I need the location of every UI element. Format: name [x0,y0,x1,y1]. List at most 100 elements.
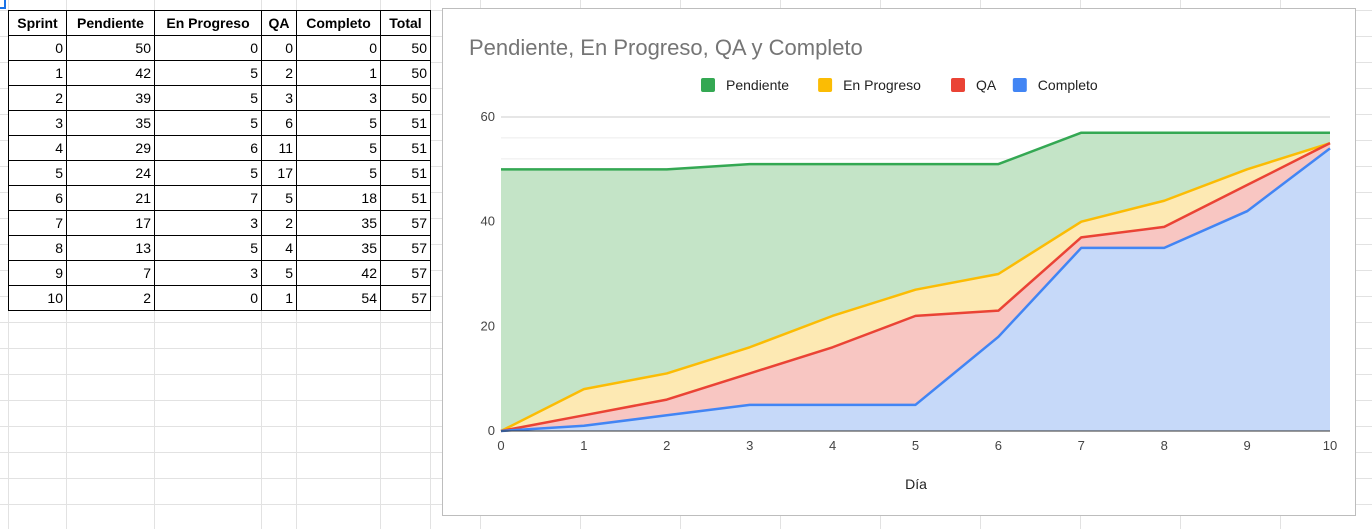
table-cell[interactable]: 17 [66,210,155,236]
table-cell[interactable]: 29 [66,135,155,161]
table-cell[interactable]: 51 [380,160,431,186]
x-tick-label: 1 [580,438,587,453]
table-cell[interactable]: 17 [261,160,297,186]
table-cell[interactable]: 3 [296,85,381,111]
y-tick-label: 40 [481,214,495,229]
table-cell[interactable]: 0 [154,35,262,61]
table-cell[interactable]: 6 [8,185,67,211]
table-cell[interactable]: 35 [66,110,155,136]
table-cell[interactable]: 0 [296,35,381,61]
table-cell[interactable]: 51 [380,110,431,136]
area-completo [501,148,1330,431]
column-header[interactable]: En Progreso [154,10,262,36]
y-tick-label: 60 [481,109,495,124]
table-cell[interactable]: 3 [261,85,297,111]
table-cell[interactable]: 5 [296,135,381,161]
y-tick-label: 0 [488,423,495,438]
x-axis-title: Día [905,476,927,492]
table-cell[interactable]: 0 [154,285,262,311]
table-cell[interactable]: 57 [380,210,431,236]
table-cell[interactable]: 5 [296,160,381,186]
table-cell[interactable]: 3 [8,110,67,136]
table-cell[interactable]: 5 [154,160,262,186]
line-pendiente [501,131,1330,171]
table-cell[interactable]: 4 [8,135,67,161]
table-cell[interactable]: 5 [154,110,262,136]
table-cell[interactable]: 5 [261,260,297,286]
table-cell[interactable]: 39 [66,85,155,111]
x-tick-label: 7 [1078,438,1085,453]
chart-card[interactable]: Pendiente, En Progreso, QA y Completo Pe… [442,8,1356,516]
column-header[interactable]: QA [261,10,297,36]
table-cell[interactable]: 50 [66,35,155,61]
table-cell[interactable]: 6 [154,135,262,161]
table-header-row: Sprint Pendiente En Progreso QA Completo Tota… [8,10,431,36]
table-cell[interactable]: 2 [261,210,297,236]
column-header[interactable]: Pendiente [66,10,155,36]
table-cell[interactable]: 7 [66,260,155,286]
table-cell[interactable]: 1 [8,60,67,86]
table-cell[interactable]: 9 [8,260,67,286]
table-cell[interactable]: 3 [154,210,262,236]
table-cell[interactable]: 21 [66,185,155,211]
table-cell[interactable]: 51 [380,135,431,161]
table-cell[interactable]: 5 [154,85,262,111]
table-cell[interactable]: 57 [380,285,431,311]
column-header[interactable]: Completo [296,10,381,36]
x-tick-label: 6 [995,438,1002,453]
series-lines [500,131,1331,433]
legend-label: Completo [1038,77,1098,93]
table-cell[interactable]: 50 [380,60,431,86]
table-cell[interactable]: 13 [66,235,155,261]
area-qa [501,143,1330,431]
table-cell[interactable]: 7 [154,185,262,211]
table-cell[interactable]: 5 [154,235,262,261]
column-header[interactable]: Total [380,10,431,36]
table-cell[interactable]: 5 [8,160,67,186]
table-cell[interactable]: 0 [261,35,297,61]
table-cell[interactable]: 2 [261,60,297,86]
table-cell[interactable]: 4 [261,235,297,261]
table-cell[interactable]: 57 [380,260,431,286]
table-cell[interactable]: 50 [380,35,431,61]
table-cell[interactable]: 2 [8,85,67,111]
legend-label: En Progreso [843,77,921,93]
legend-swatch [951,78,965,92]
table-cell[interactable]: 24 [66,160,155,186]
table-cell[interactable]: 10 [8,285,67,311]
table-cell[interactable]: 35 [296,210,381,236]
table-cell[interactable]: 51 [380,185,431,211]
table-row: 3 35 5 6 5 51 [8,110,431,136]
table-cell[interactable]: 18 [296,185,381,211]
table-row: 10 2 0 1 54 57 [8,285,431,311]
axes: 0 1 2 3 4 5 6 7 8 9 10 0 20 40 60 [481,109,1338,453]
table-cell[interactable]: 1 [296,60,381,86]
column-header[interactable]: Sprint [8,10,67,36]
area-en-progreso [501,143,1330,431]
table-cell[interactable]: 3 [154,260,262,286]
x-tick-label: 8 [1161,438,1168,453]
table-row: 1 42 5 2 1 50 [8,60,431,86]
table-cell[interactable]: 5 [154,60,262,86]
table-cell[interactable]: 42 [296,260,381,286]
table-cell[interactable]: 35 [296,235,381,261]
table-cell[interactable]: 6 [261,110,297,136]
x-tick-label: 10 [1323,438,1337,453]
table-cell[interactable]: 8 [8,235,67,261]
x-tick-label: 3 [746,438,753,453]
data-table: Sprint Pendiente En Progreso QA Completo Tota… [8,10,431,311]
table-cell[interactable]: 50 [380,85,431,111]
table-cell[interactable]: 54 [296,285,381,311]
line-qa [500,142,1331,433]
table-cell[interactable]: 42 [66,60,155,86]
table-cell[interactable]: 5 [261,185,297,211]
table-cell[interactable]: 5 [296,110,381,136]
table-cell[interactable]: 2 [66,285,155,311]
x-tick-label: 9 [1243,438,1250,453]
table-cell[interactable]: 1 [261,285,297,311]
table-cell[interactable]: 0 [8,35,67,61]
table-cell[interactable]: 7 [8,210,67,236]
table-cell[interactable]: 11 [261,135,297,161]
table-cell[interactable]: 57 [380,235,431,261]
area-chart: Pendiente, En Progreso, QA y Completo Pe… [469,35,1338,492]
